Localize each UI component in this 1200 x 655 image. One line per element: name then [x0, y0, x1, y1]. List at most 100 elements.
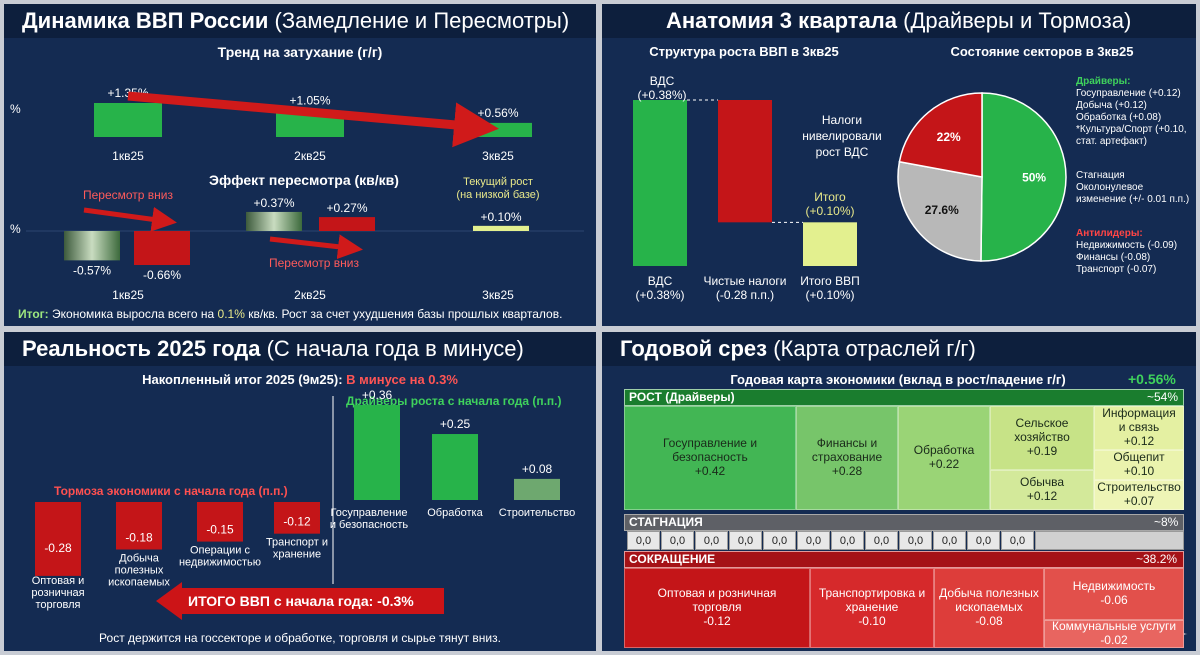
- stagnation-header: [624, 514, 1184, 531]
- stagnation-cell: 0,0: [695, 531, 728, 550]
- waterfall-category-label: (+0.38%): [635, 288, 684, 302]
- treemap-total: +0.56%: [1128, 371, 1176, 387]
- trend-chart: +1.35%1кв25+1.05%2кв25+0.56%3кв25: [94, 86, 532, 163]
- driver-value-label: +0.36: [362, 388, 393, 402]
- decline-share: ~38.2%: [1136, 552, 1178, 566]
- effect-bar: [473, 225, 529, 231]
- revision-arrow-q2: [269, 234, 363, 260]
- effect-axis-label: %: [10, 222, 21, 236]
- panel-title-bold: Реальность 2025 года: [22, 336, 261, 361]
- stagnation-line: изменение (+/- 0.01 п.п.): [1076, 194, 1190, 205]
- panel-title: Анатомия 3 квартала (Драйверы и Тормоза): [602, 4, 1196, 38]
- brake-value-label: -0.15: [206, 523, 234, 537]
- brake-category-label: Операции с: [190, 545, 251, 557]
- decline-heading: СОКРАЩЕНИЕ: [629, 552, 716, 566]
- brake-value-label: -0.18: [125, 531, 153, 545]
- decline-trend-arrow: [127, 91, 499, 148]
- sector-value: +0.10: [1123, 464, 1155, 478]
- sector-value: +0.19: [1026, 443, 1058, 458]
- total-label-line1: Итого: [814, 190, 846, 204]
- growth-sector-cell: Обработка +0.22: [898, 406, 990, 510]
- panel-title-bold: Динамика ВВП России: [22, 8, 269, 33]
- sector-name: и связь: [1118, 420, 1160, 435]
- panel-title-rest: (Замедление и Пересмотры): [274, 8, 570, 33]
- stagnation-cell: 0,0: [627, 531, 660, 550]
- panel-title-bold: Годовой срез: [620, 336, 768, 361]
- sector-value: -0.02: [1100, 633, 1128, 647]
- stagnation-heading: СТАГНАЦИЯ: [629, 515, 703, 529]
- sector-name: Оптовая и розничная: [657, 586, 777, 601]
- trend-value-label: +1.05%: [289, 94, 330, 108]
- tax-note-line2: нивелировали: [802, 129, 882, 143]
- effect-value-label: -0.57%: [73, 263, 111, 277]
- driver-bar: [354, 405, 400, 500]
- brake-category-label: недвижимостью: [179, 557, 261, 569]
- sector-name: Финансы и: [816, 436, 878, 451]
- effect-value-label: +0.10%: [480, 210, 521, 224]
- current-note-line1: Текущий рост: [463, 176, 533, 188]
- treemap-title: Годовая карта экономики (вклад в рост/па…: [730, 372, 1066, 387]
- sector-name: торговля: [692, 600, 742, 615]
- total-gdp-arrow-label: ИТОГО ВВП с начала года: -0.3%: [188, 593, 414, 609]
- stagnation-cell: 0,0: [1001, 531, 1034, 550]
- sector-value: +0.12: [1123, 433, 1155, 448]
- driver-item: Госуправление (+0.12): [1076, 88, 1181, 99]
- sector-name: хозяйство: [1014, 430, 1070, 445]
- drivers-heading: Драйверы:: [1076, 76, 1131, 87]
- summary-part-b: кв/кв. Рост за счет ухудшения базы прошл…: [244, 307, 563, 321]
- sector-value: +0.42: [694, 463, 726, 478]
- growth-sector-cell: Строительство +0.07: [1094, 480, 1184, 510]
- revision-note-q1: Пересмотр вниз: [82, 188, 174, 202]
- sector-name: Транспортировка и: [818, 586, 926, 601]
- summary-highlight: 0.1%: [217, 307, 245, 321]
- waterfall-bar-total: [803, 222, 857, 266]
- effect-category-label: 2кв25: [294, 288, 326, 302]
- effect-bar: [319, 217, 375, 231]
- sector-name: хранение: [845, 600, 899, 615]
- decline-sector-cell: Добыча полезных ископаемых -0.08: [934, 568, 1044, 648]
- pie-value-label: 50%: [1022, 170, 1046, 184]
- waterfall-category-label: (-0.28 п.п.): [716, 288, 774, 302]
- pie-slice: [898, 92, 983, 178]
- brake-category-label: розничная: [31, 587, 84, 599]
- accumulated-total: Накопленный итог 2025 (9м25): В минусе н…: [142, 372, 458, 387]
- sector-name: Общепит: [1113, 450, 1165, 465]
- driver-value-label: +0.25: [440, 417, 471, 431]
- brake-category-label: торговля: [35, 599, 80, 611]
- sector-value: -0.10: [858, 613, 886, 628]
- trend-category-label: 3кв25: [482, 149, 514, 163]
- panel-gdp-dynamics: Динамика ВВП России (Замедление и Пересм…: [4, 4, 596, 326]
- panel-2025-reality: Реальность 2025 года (С начала года в ми…: [4, 332, 596, 651]
- accumulated-value: В минусе на 0.3%: [346, 372, 458, 387]
- trend-axis-label: %: [10, 102, 21, 116]
- stagnation-cell: 0,0: [797, 531, 830, 550]
- top-label-line2: (+0.38%): [637, 88, 687, 102]
- effect-category-label: 1кв25: [112, 288, 144, 302]
- brake-bar: [35, 502, 81, 576]
- stagnation-cell: 0,0: [661, 531, 694, 550]
- sector-value: -0.12: [703, 613, 731, 628]
- panel-title-rest: (С начала года в минусе): [266, 336, 524, 361]
- current-note-line2: (на низкой базе): [456, 189, 540, 201]
- growth-sector-cell: Госуправление и безопасность +0.42: [624, 406, 796, 510]
- brake-value-label: -0.28: [44, 541, 72, 555]
- total-label-line2: (+0.10%): [805, 204, 855, 218]
- driver-category-label: Строительство: [499, 507, 576, 519]
- driver-category-label: Госуправление: [331, 507, 408, 519]
- anti-item: Недвижимость (-0.09): [1076, 240, 1178, 251]
- total-gdp-arrow: [156, 582, 444, 620]
- stagnation-share: ~8%: [1154, 515, 1179, 529]
- current-growth-note: Текущий рост (на низкой базе): [456, 176, 539, 202]
- brakes-heading: Тормоза экономики с начала года (п.п.): [54, 484, 288, 498]
- stagnation-cell: 0,0: [865, 531, 898, 550]
- driver-item: *Культура/Спорт (+0.10,: [1076, 124, 1187, 135]
- brake-category-label: Оптовая и: [32, 575, 85, 587]
- trend-category-label: 1кв25: [112, 149, 144, 163]
- sector-name: Добыча полезных: [939, 586, 1039, 601]
- panel-q3-anatomy: Анатомия 3 квартала (Драйверы и Тормоза)…: [602, 4, 1196, 326]
- brake-category-label: Добыча: [119, 553, 160, 565]
- top-label-line1: ВДС: [649, 74, 675, 88]
- structure-chart-title: Структура роста ВВП в 3кв25: [649, 44, 839, 59]
- driver-item: Обработка (+0.08): [1076, 112, 1162, 123]
